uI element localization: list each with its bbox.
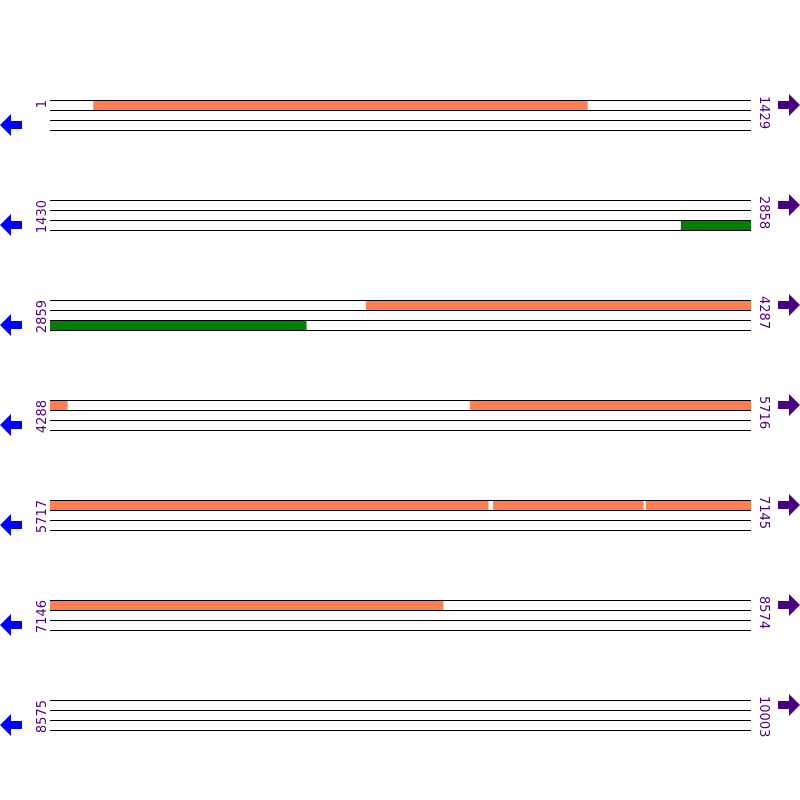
row-end-label: 7145: [756, 496, 771, 529]
arrow-left-icon: [0, 714, 22, 736]
sequence-row: 1 1429: [0, 94, 800, 136]
row-end-label: 8574: [756, 596, 771, 629]
feature-bar[interactable]: [50, 400, 68, 410]
feature-bar[interactable]: [50, 600, 444, 610]
row-start-label: 8575: [35, 700, 50, 733]
row-start-label: 5717: [35, 500, 50, 533]
feature-bar[interactable]: [365, 300, 751, 310]
row-start-label: 1430: [35, 200, 50, 233]
row-end-label: 4287: [756, 296, 771, 329]
row-start-label: 4288: [35, 400, 50, 433]
arrow-right-icon: [778, 194, 800, 216]
arrow-right-icon: [778, 494, 800, 516]
row-end-label: 2858: [756, 196, 771, 229]
sequence-row: 8575 10003: [0, 694, 800, 737]
feature-bar[interactable]: [492, 500, 644, 510]
arrow-right-icon: [778, 594, 800, 616]
arrow-left-icon: [0, 414, 22, 436]
arrow-right-icon: [778, 94, 800, 116]
arrow-left-icon: [0, 514, 22, 536]
sequence-row: 2859 4287: [0, 294, 800, 336]
arrow-right-icon: [778, 394, 800, 416]
arrow-right-icon: [778, 694, 800, 716]
feature-bar[interactable]: [469, 400, 751, 410]
row-end-label: 5716: [756, 396, 771, 429]
row-end-label: 10003: [756, 696, 771, 737]
sequence-row: 7146 8574: [0, 594, 800, 636]
arrow-left-icon: [0, 214, 22, 236]
row-end-label: 1429: [756, 96, 771, 129]
feature-bar[interactable]: [50, 500, 489, 510]
feature-bar[interactable]: [50, 320, 307, 330]
feature-bar[interactable]: [680, 220, 751, 230]
arrow-left-icon: [0, 314, 22, 336]
arrow-right-icon: [778, 294, 800, 316]
arrow-left-icon: [0, 614, 22, 636]
sequence-row: 4288 5716: [0, 394, 800, 436]
feature-bar[interactable]: [93, 100, 588, 110]
arrow-left-icon: [0, 114, 22, 136]
sequence-row: 5717 7145: [0, 494, 800, 536]
row-start-label: 2859: [35, 300, 50, 333]
feature-bar[interactable]: [646, 500, 751, 510]
row-start-label: 7146: [35, 600, 50, 633]
row-start-label: 1: [35, 100, 50, 108]
sequence-row: 1430 2858: [0, 194, 800, 236]
